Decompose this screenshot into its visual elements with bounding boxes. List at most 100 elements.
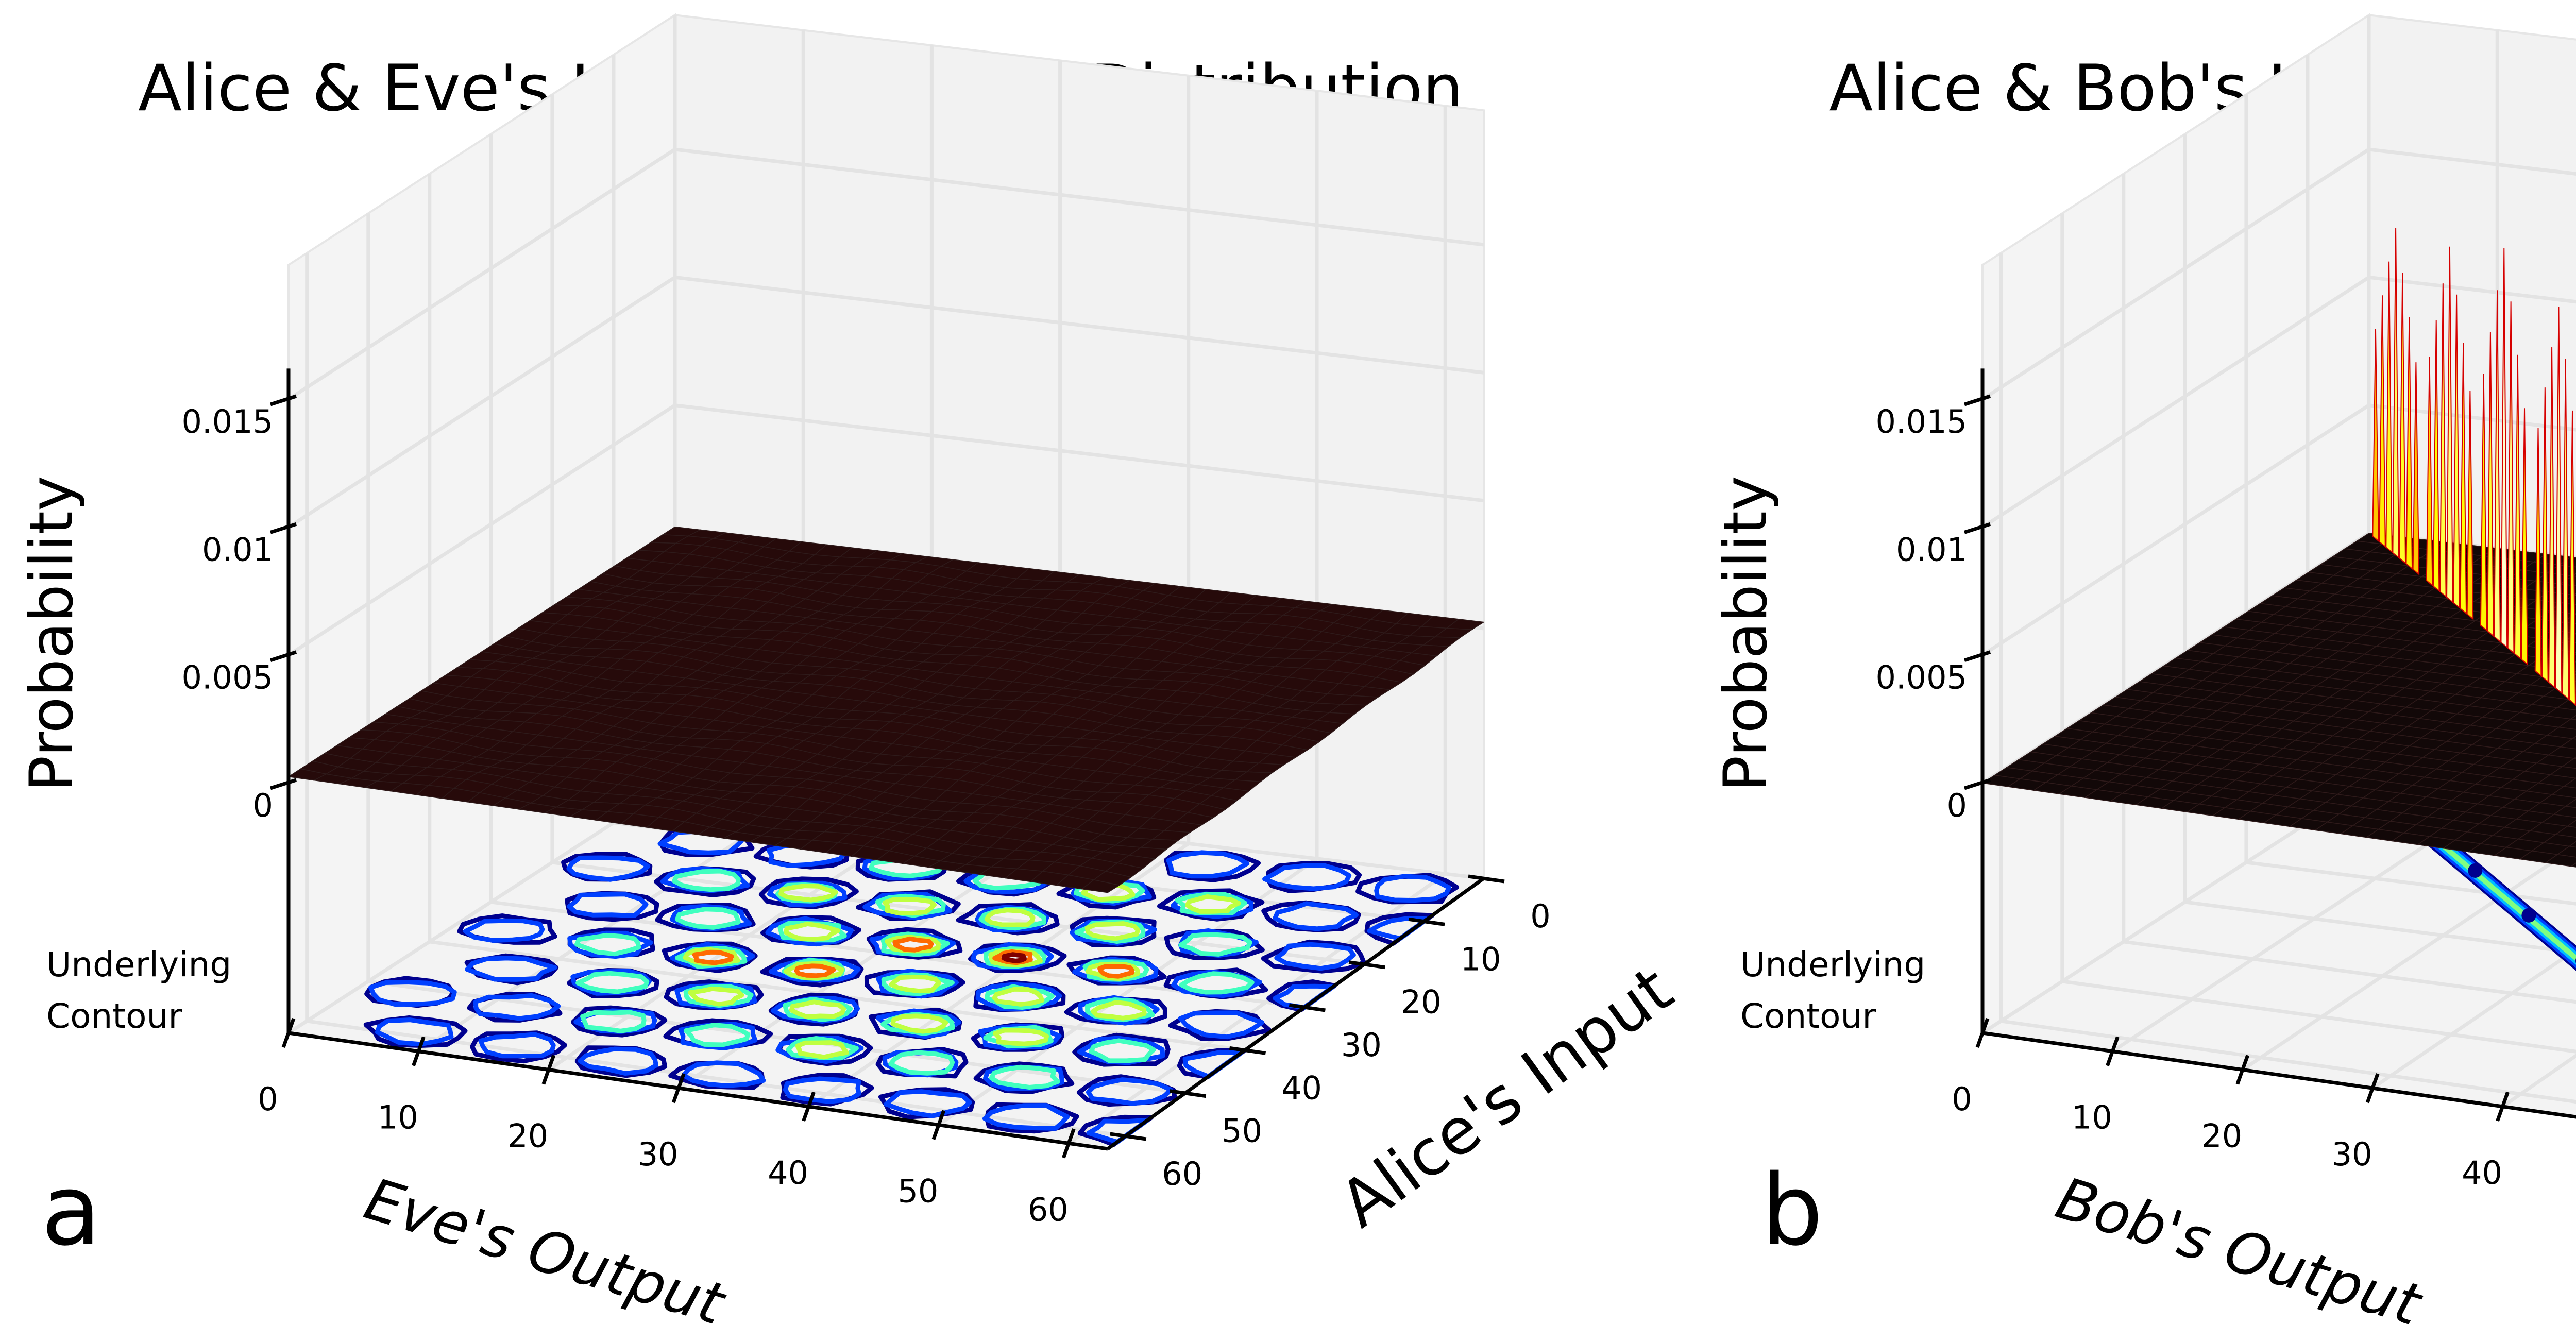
contour-line (567, 892, 649, 918)
probability-spike (2548, 347, 2556, 689)
contour-line (678, 1022, 758, 1050)
y-tick-label: 0 (1530, 897, 1550, 935)
contour-line (890, 1013, 948, 1034)
z-tick (1963, 778, 1991, 790)
contour-line (876, 969, 959, 999)
contour-line (692, 949, 734, 965)
contour-line (1261, 939, 1366, 974)
surface-patch (2566, 820, 2576, 828)
contour-line (1273, 901, 1359, 931)
contour-line (681, 1060, 766, 1088)
probability-spike (2453, 294, 2460, 609)
x-tick-label: 20 (507, 1117, 548, 1155)
contour-line (578, 1046, 658, 1076)
z-axis-title: Probability (17, 476, 87, 791)
surface-patch (2569, 715, 2576, 720)
contour-line (1179, 971, 1255, 995)
y-tick-label: 50 (1222, 1112, 1262, 1150)
z-axis-title: Probability (1711, 476, 1781, 791)
contour-line (457, 913, 557, 945)
contour-line (473, 993, 561, 1021)
gridline (287, 782, 676, 1034)
surface-patch (2559, 738, 2576, 750)
probability-spike (2379, 295, 2386, 548)
panel-a-letter: a (41, 1153, 101, 1267)
gridline (2246, 860, 2576, 906)
surface-patch (2563, 777, 2576, 789)
x-tick-label: 30 (2332, 1135, 2372, 1173)
contour-break (2468, 863, 2483, 878)
gridline (2001, 1019, 2576, 1104)
z-tick (1963, 522, 1991, 534)
contour-line (478, 1032, 556, 1059)
y-tick-label: 10 (1461, 940, 1501, 978)
z-tick (269, 394, 297, 406)
probability-spike (2432, 320, 2440, 592)
surface-patch (2554, 826, 2576, 838)
y-tick (1289, 1003, 1326, 1012)
x-tick (281, 1017, 296, 1048)
y-axis-line (1106, 877, 1485, 1150)
contour-line (470, 1030, 567, 1064)
contour-line (888, 1050, 955, 1076)
contour-line (1086, 1077, 1173, 1106)
x-tick-label: 10 (2072, 1099, 2112, 1136)
x-axis-title: Eve's Output (357, 1166, 733, 1324)
contour-line (783, 997, 853, 1022)
contour-line (1078, 995, 1160, 1026)
probability-surface (287, 526, 1485, 893)
probability-spike (2514, 354, 2521, 660)
x-tick (1975, 1017, 1990, 1048)
contour-line (567, 930, 653, 959)
z-tick (269, 650, 297, 663)
contour-line (794, 963, 836, 978)
contour-line (1001, 952, 1027, 963)
contour-line (795, 1040, 849, 1060)
x-axis-line (1982, 1031, 2576, 1119)
z-tick-label: 0 (1947, 787, 1967, 824)
contour-line (1084, 921, 1141, 941)
gridline (287, 148, 676, 401)
x-tick-label: 20 (2201, 1117, 2242, 1155)
contour-line (580, 1010, 647, 1033)
y-tick (1408, 917, 1445, 926)
contour-line (1164, 851, 1261, 882)
contour-line (783, 960, 844, 981)
contour-line (889, 974, 942, 994)
gridline (674, 403, 1484, 503)
contour-line (784, 921, 840, 942)
z-tick-label: 0.005 (1876, 659, 1968, 697)
contour-line (464, 953, 559, 986)
probability-spike (2399, 272, 2406, 565)
x-tick (802, 1091, 816, 1122)
contour-line (984, 908, 1036, 927)
contour-break (2521, 908, 2536, 923)
contour-line (1374, 874, 1451, 903)
y-axis-title: Alice's Input (1327, 953, 1686, 1242)
surface-patch (2561, 758, 2576, 769)
z-tick-label: 0 (253, 787, 273, 824)
contour-line (875, 1008, 962, 1039)
z-tick-label: 0.01 (202, 531, 273, 568)
y-tick-label: 60 (1162, 1155, 1202, 1193)
z-tick (1963, 650, 1991, 663)
contour-line (465, 956, 557, 982)
contour-line (993, 1028, 1049, 1046)
contour-line (1097, 964, 1134, 979)
z-tick (1963, 394, 1991, 406)
surface-patch (1081, 879, 1121, 893)
contour-line (1091, 1000, 1147, 1021)
gridline (552, 860, 1365, 966)
plot-b-3d-surface: 0102030405060010203040506000.0050.010.01… (1711, 13, 2576, 1324)
y-tick (1468, 874, 1505, 884)
gridline (287, 403, 676, 657)
z-tick-label: 0.015 (182, 403, 274, 440)
probability-spike (2569, 410, 2576, 706)
contour-line (1164, 929, 1265, 960)
probability-spike (2534, 428, 2542, 677)
x-tick (2235, 1055, 2250, 1085)
contour-line (1184, 894, 1241, 914)
probability-spike (2439, 283, 2447, 598)
diagonal-spikes (2372, 227, 2576, 706)
y-tick-label: 40 (1281, 1069, 1322, 1107)
